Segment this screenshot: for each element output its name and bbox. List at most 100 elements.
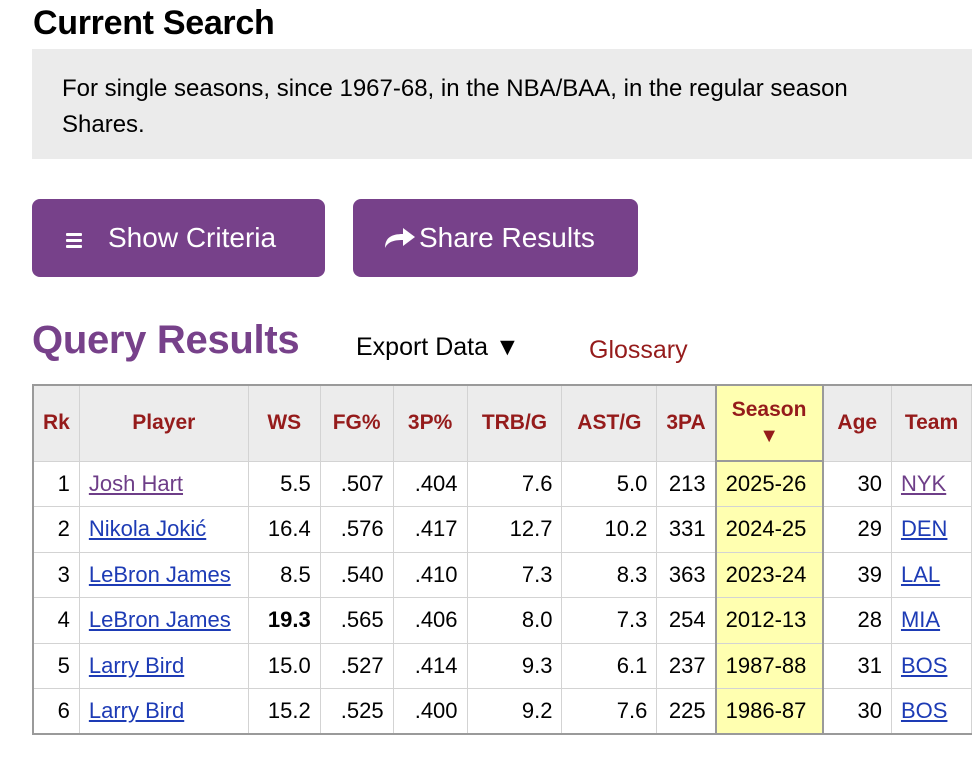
table-row: 4 LeBron James 19.3 .565 .406 8.0 7.3 25… [31,597,972,644]
player-link[interactable]: LeBron James [88,561,231,587]
player-link[interactable]: LeBron James [88,607,231,633]
table-header-row: Rk Player WS FG% 3P% TRB/G AST/G 3PA Sea… [31,384,972,462]
criteria-line-2: Shares. [62,111,145,138]
export-data-dropdown[interactable]: Export Data ▼ [356,333,520,361]
player-link[interactable]: Nikola Jokić [88,516,207,542]
query-results-heading: Query Results [32,318,300,362]
cell-season: 1987-88 [714,642,824,689]
cell-3p-pct: .410 [392,551,468,598]
current-search-heading: Current Search [33,4,275,42]
table-row: 5 Larry Bird 15.0 .527 .414 9.3 6.1 237 … [31,642,972,689]
cell-3pa: 225 [656,688,717,735]
show-criteria-button[interactable]: Show Criteria [32,199,325,277]
cell-rk: 4 [31,597,80,644]
col-header-fg-pct[interactable]: FG% [319,384,394,462]
cell-rk: 6 [31,688,80,735]
cell-3pa: 254 [656,597,717,644]
col-header-team[interactable]: Team [890,384,972,462]
col-header-ws[interactable]: WS [247,384,321,462]
team-link[interactable]: BOS [900,652,948,678]
cell-trb: 9.3 [466,642,563,689]
cell-trb: 7.6 [466,460,563,507]
cell-age: 30 [822,688,892,735]
col-header-trb-per-game[interactable]: TRB/G [466,384,563,462]
share-results-button[interactable]: Share Results [353,199,638,277]
show-criteria-label: Show Criteria [108,222,277,253]
cell-season: 2023-24 [714,551,824,598]
cell-fg-pct: .507 [319,460,394,507]
player-link[interactable]: Larry Bird [88,698,185,723]
player-link[interactable]: Larry Bird [88,652,185,678]
col-header-3pa[interactable]: 3PA [656,384,717,462]
cell-3pa: 331 [656,506,717,553]
col-header-ast-per-game[interactable]: AST/G [561,384,658,462]
cell-season: 2012-13 [714,597,824,644]
cell-trb: 9.2 [466,688,563,735]
cell-fg-pct: .540 [319,551,394,598]
cell-3p-pct: .417 [392,506,468,553]
cell-age: 30 [822,460,892,507]
cell-age: 31 [822,642,892,689]
cell-ast: 6.1 [561,642,658,689]
team-link[interactable]: NYK [900,470,947,496]
results-table: Rk Player WS FG% 3P% TRB/G AST/G 3PA Sea… [31,384,972,735]
cell-trb: 8.0 [466,597,563,644]
team-link[interactable]: MIA [900,607,941,633]
cell-trb: 7.3 [466,551,563,598]
cell-age: 29 [822,506,892,553]
cell-ws: 8.5 [247,551,321,598]
share-results-label: Share Results [419,222,595,253]
sort-descending-icon: ▼ [759,425,779,447]
cell-age: 28 [822,597,892,644]
search-criteria-summary: For single seasons, since 1967-68, in th… [32,49,972,159]
cell-ast: 8.3 [561,551,658,598]
table-row: 3 LeBron James 8.5 .540 .410 7.3 8.3 363… [31,551,972,598]
cell-season: 2024-25 [714,506,824,553]
cell-season: 1986-87 [714,688,824,735]
cell-3p-pct: .404 [392,460,468,507]
cell-ast: 7.6 [561,688,658,735]
cell-ast: 5.0 [561,460,658,507]
criteria-line-1: For single seasons, since 1967-68, in th… [62,75,848,102]
cell-ws: 15.0 [247,642,321,689]
cell-fg-pct: .527 [319,642,394,689]
col-header-player[interactable]: Player [78,384,249,462]
team-link[interactable]: DEN [900,516,948,542]
cell-3pa: 213 [656,460,717,507]
cell-age: 39 [822,551,892,598]
glossary-link[interactable]: Glossary [589,336,688,364]
table-row: 2 Nikola Jokić 16.4 .576 .417 12.7 10.2 … [31,506,972,553]
cell-3p-pct: .400 [392,688,468,735]
cell-rk: 1 [31,460,80,507]
cell-rk: 5 [31,642,80,689]
cell-3p-pct: .406 [392,597,468,644]
col-header-rk[interactable]: Rk [31,384,80,462]
cell-rk: 2 [31,506,80,553]
cell-ast: 10.2 [561,506,658,553]
cell-ws: 15.2 [247,688,321,735]
cell-fg-pct: .576 [319,506,394,553]
col-header-3p-pct[interactable]: 3P% [392,384,468,462]
cell-fg-pct: .565 [319,597,394,644]
col-header-season-label: Season [731,398,807,421]
team-link[interactable]: BOS [900,698,948,723]
cell-ast: 7.3 [561,597,658,644]
cell-rk: 3 [31,551,80,598]
cell-3pa: 363 [656,551,717,598]
table-row: 6 Larry Bird 15.2 .525 .400 9.2 7.6 225 … [31,688,972,735]
cell-ws: 19.3 [247,597,321,644]
cell-fg-pct: .525 [319,688,394,735]
cell-3pa: 237 [656,642,717,689]
cell-season: 2025-26 [714,460,824,507]
cell-3p-pct: .414 [392,642,468,689]
player-link[interactable]: Josh Hart [88,470,184,496]
col-header-age[interactable]: Age [822,384,892,462]
table-row: 1 Josh Hart 5.5 .507 .404 7.6 5.0 213 20… [31,460,972,507]
share-arrow-icon [385,228,415,248]
hamburger-icon [66,230,82,251]
cell-ws: 5.5 [247,460,321,507]
col-header-season[interactable]: Season ▼ [714,384,824,462]
cell-ws: 16.4 [247,506,321,553]
team-link[interactable]: LAL [900,561,941,587]
